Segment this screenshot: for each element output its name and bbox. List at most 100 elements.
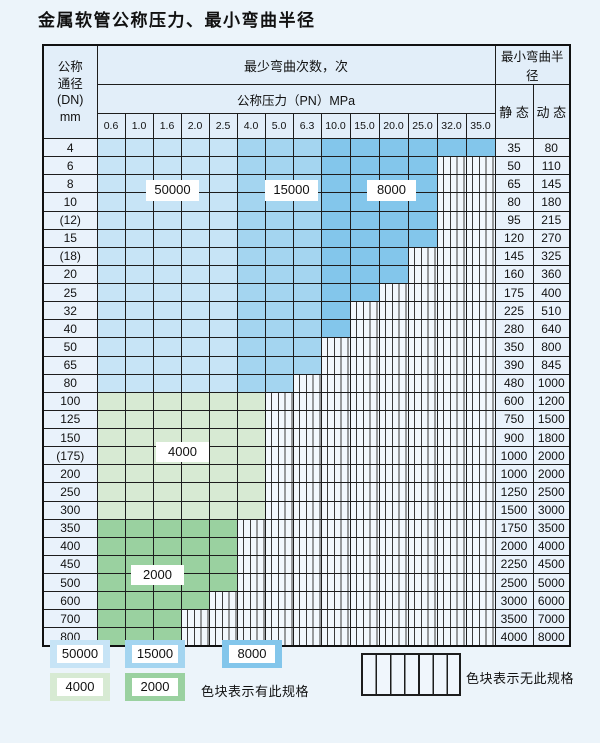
spec-cell <box>96 337 126 357</box>
no-spec-cell <box>320 464 351 484</box>
spec-cell <box>96 282 126 303</box>
spec-cell <box>96 210 126 230</box>
static-radius-cell: 600 <box>494 391 534 411</box>
spec-cell <box>208 137 238 158</box>
table-row: 32 225 510 <box>42 301 571 321</box>
dynamic-radius-cell: 3000 <box>532 500 571 520</box>
no-spec-cell <box>378 500 409 520</box>
spec-cell <box>320 192 351 212</box>
no-spec-cell <box>465 554 496 575</box>
no-spec-cell <box>264 609 294 629</box>
no-spec-cell <box>378 609 409 629</box>
spec-cell <box>208 337 238 357</box>
spec-cell <box>292 228 322 248</box>
spec-cell <box>349 264 380 285</box>
spec-cell <box>236 355 266 375</box>
no-spec-cell <box>378 282 409 303</box>
static-radius-cell: 145 <box>494 246 534 266</box>
legend-swatch-2000: 2000 <box>125 673 185 701</box>
legend-swatch-label: 8000 <box>229 645 275 663</box>
no-spec-cell <box>436 427 467 448</box>
no-spec-cell <box>320 572 351 593</box>
no-spec-cell <box>465 464 496 484</box>
no-spec-cell <box>349 446 380 466</box>
no-spec-cell <box>264 518 294 538</box>
no-spec-cell <box>465 174 496 194</box>
pressure-value-header: 1.6 <box>152 113 182 139</box>
no-spec-cell <box>465 409 496 430</box>
pressure-value-header: 4.0 <box>236 113 266 139</box>
static-radius-cell: 95 <box>494 210 534 230</box>
spec-table: 公称 通径 (DN) mm 最少弯曲次数，次 最小弯曲半径 公称压力（PN）MP… <box>42 44 572 647</box>
spec-cell <box>208 282 238 303</box>
no-spec-cell <box>407 609 438 629</box>
pressure-value-header: 32.0 <box>436 113 467 139</box>
dn-cell: 15 <box>42 228 98 248</box>
no-spec-cell <box>465 246 496 266</box>
no-spec-cell <box>436 246 467 266</box>
no-spec-cell <box>292 591 322 611</box>
dynamic-radius-cell: 4500 <box>532 554 571 575</box>
spec-cell <box>236 482 266 502</box>
no-spec-cell <box>407 373 438 393</box>
spec-cell <box>208 210 238 230</box>
spec-cell <box>124 301 154 321</box>
no-spec-cell <box>436 210 467 230</box>
dn-cell: (12) <box>42 210 98 230</box>
table-row: 100 600 1200 <box>42 391 571 411</box>
dn-cell: (175) <box>42 446 98 466</box>
spec-cell <box>292 210 322 230</box>
spec-cell <box>292 246 322 266</box>
legend-hatch-box <box>361 653 461 696</box>
pressure-values-row: 0.6 1.0 1.6 2.0 2.5 4.0 5.0 6.3 10.0 15.0 20.0 25.0… <box>43 113 570 139</box>
no-spec-cell <box>465 355 496 375</box>
spec-cell <box>124 210 154 230</box>
static-radius-cell: 1000 <box>494 464 534 484</box>
header-row-1: 公称 通径 (DN) mm 最少弯曲次数，次 最小弯曲半径 <box>42 44 571 139</box>
spec-cell <box>152 518 182 538</box>
no-spec-cell <box>465 337 496 357</box>
spec-cell <box>292 137 322 158</box>
spec-cell <box>124 337 154 357</box>
spec-cell <box>264 137 294 158</box>
no-spec-cell <box>436 373 467 393</box>
dn-cell: 80 <box>42 373 98 393</box>
spec-cell <box>236 391 266 411</box>
spec-cell <box>208 409 238 430</box>
no-spec-cell <box>264 464 294 484</box>
no-spec-cell <box>349 464 380 484</box>
no-spec-cell <box>349 337 380 357</box>
no-spec-cell <box>236 518 266 538</box>
no-spec-cell <box>349 572 380 593</box>
spec-cell <box>208 572 238 593</box>
no-spec-cell <box>436 554 467 575</box>
no-spec-cell <box>320 427 351 448</box>
no-spec-cell <box>264 391 294 411</box>
dn-header-line: 公称 <box>57 60 83 74</box>
no-spec-cell <box>465 609 496 629</box>
no-spec-cell <box>465 228 496 248</box>
spec-cell <box>208 319 238 339</box>
spec-cell <box>320 156 351 176</box>
no-spec-cell <box>378 482 409 502</box>
dn-header-line: mm <box>59 109 81 124</box>
dn-cell: 250 <box>42 482 98 502</box>
no-spec-cell <box>349 427 380 448</box>
spec-cell <box>236 264 266 285</box>
static-radius-cell: 65 <box>494 174 534 194</box>
spec-cell <box>320 210 351 230</box>
dynamic-radius-cell: 1000 <box>532 373 571 393</box>
spec-cell <box>180 319 210 339</box>
no-spec-cell <box>465 482 496 502</box>
spec-cell <box>96 591 126 611</box>
no-spec-cell <box>378 446 409 466</box>
spec-cell <box>349 156 380 176</box>
no-spec-cell <box>407 301 438 321</box>
spec-cell <box>236 156 266 176</box>
no-spec-cell <box>236 572 266 593</box>
spec-cell <box>124 156 154 176</box>
no-spec-cell <box>292 446 322 466</box>
static-radius-cell: 900 <box>494 427 534 448</box>
table-row: 50 350 800 <box>42 337 571 357</box>
no-spec-cell <box>436 174 467 194</box>
